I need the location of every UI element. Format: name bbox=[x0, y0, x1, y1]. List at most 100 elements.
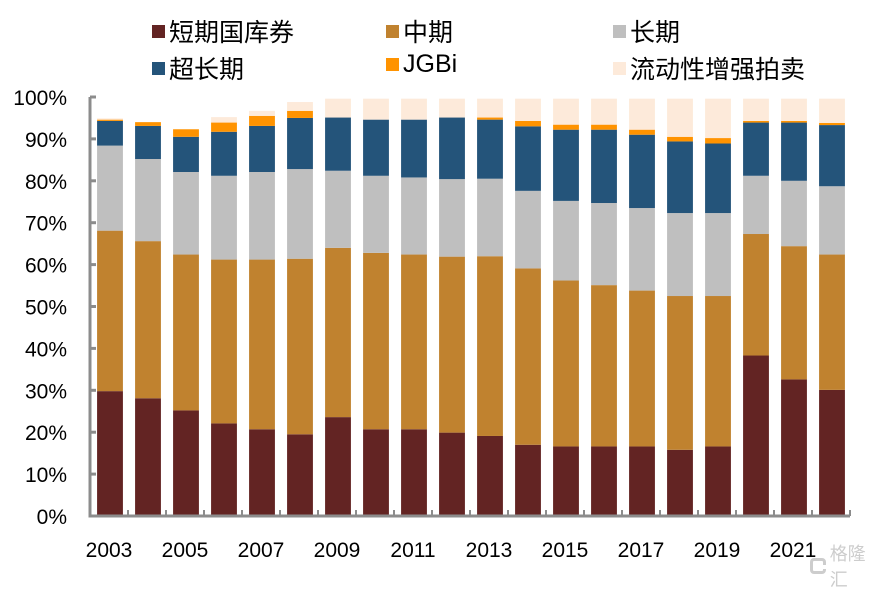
bar-segment-2005-3 bbox=[173, 136, 199, 172]
bar-segment-2012-0 bbox=[439, 432, 465, 516]
legend-item-medium-term: 中期 bbox=[386, 13, 453, 49]
bar-segment-2020-5 bbox=[743, 98, 769, 121]
bar-segment-2005-2 bbox=[173, 172, 199, 255]
bar-segment-2003-2 bbox=[97, 145, 123, 231]
bar-segment-2006-5 bbox=[211, 117, 237, 123]
bar-segment-2005-4 bbox=[173, 129, 199, 137]
bar-segment-2007-2 bbox=[249, 172, 275, 260]
bar-segment-2017-5 bbox=[629, 98, 655, 130]
bar-segment-2004-2 bbox=[135, 159, 161, 242]
bar-segment-2009-2 bbox=[325, 170, 351, 248]
bar-segment-2013-5 bbox=[477, 98, 503, 118]
bar-segment-2015-3 bbox=[553, 129, 579, 201]
bar-segment-2014-3 bbox=[515, 126, 541, 191]
bar-segment-2006-2 bbox=[211, 175, 237, 260]
x-tick-label: 2013 bbox=[466, 539, 513, 562]
bar-segment-2020-3 bbox=[743, 122, 769, 176]
watermark: 格隆汇 bbox=[810, 540, 882, 592]
bar-segment-2009-0 bbox=[325, 417, 351, 516]
bar-segment-2008-4 bbox=[287, 110, 313, 118]
bar-segment-2016-4 bbox=[591, 124, 617, 130]
bar-segment-2003-3 bbox=[97, 120, 123, 146]
legend-swatch-short-term bbox=[152, 24, 165, 38]
bar-segment-2006-0 bbox=[211, 423, 237, 516]
bar-segment-2021-4 bbox=[781, 120, 807, 123]
bar-segment-2003-4 bbox=[97, 119, 123, 121]
y-tick-label: 10% bbox=[25, 464, 67, 487]
bar-segment-2003-0 bbox=[97, 391, 123, 516]
bar-segment-2021-3 bbox=[781, 122, 807, 181]
bar-segment-2016-0 bbox=[591, 446, 617, 516]
bar-segment-2016-5 bbox=[591, 98, 617, 125]
bar-segment-2021-5 bbox=[781, 98, 807, 121]
bar-segment-2004-3 bbox=[135, 125, 161, 160]
bar-segment-2019-0 bbox=[705, 446, 731, 516]
legend-label-jgbi: JGBi bbox=[403, 50, 458, 78]
bar-segment-2006-4 bbox=[211, 122, 237, 132]
bar-segment-2022-5 bbox=[819, 98, 845, 123]
x-tick-label: 2019 bbox=[694, 539, 741, 562]
bar-segment-2016-3 bbox=[591, 129, 617, 204]
x-tick-label: 2021 bbox=[770, 539, 817, 562]
bar-segment-2010-2 bbox=[363, 175, 389, 253]
legend-swatch-liquidity-enhancement bbox=[613, 61, 626, 75]
bar-segment-2013-1 bbox=[477, 256, 503, 436]
bars-layer bbox=[97, 98, 845, 516]
bar-segment-2021-2 bbox=[781, 180, 807, 247]
bar-segment-2005-0 bbox=[173, 410, 199, 516]
bar-segment-2019-3 bbox=[705, 143, 731, 214]
bar-segment-2019-5 bbox=[705, 98, 731, 139]
bar-segment-2006-1 bbox=[211, 259, 237, 424]
x-tick-label: 2015 bbox=[542, 539, 589, 562]
y-tick-label: 90% bbox=[25, 129, 67, 152]
bar-segment-2011-2 bbox=[401, 177, 427, 255]
bar-segment-2008-3 bbox=[287, 117, 313, 170]
bar-segment-2007-5 bbox=[249, 110, 275, 116]
x-tick-label: 2007 bbox=[238, 539, 285, 562]
legend-item-super-long-term: 超长期 bbox=[152, 50, 244, 86]
bar-segment-2020-2 bbox=[743, 175, 769, 235]
bar-segment-2017-4 bbox=[629, 129, 655, 135]
legend-swatch-medium-term bbox=[386, 24, 399, 38]
bar-segment-2013-4 bbox=[477, 117, 503, 120]
bar-segment-2018-4 bbox=[667, 136, 693, 142]
bar-segment-2019-2 bbox=[705, 213, 731, 297]
legend-label-short-term: 短期国库券 bbox=[169, 19, 295, 47]
legend-label-super-long-term: 超长期 bbox=[169, 56, 245, 84]
bar-segment-2008-1 bbox=[287, 258, 313, 435]
y-tick-label: 100% bbox=[13, 87, 67, 110]
bar-segment-2018-0 bbox=[667, 449, 693, 516]
y-tick-label: 50% bbox=[25, 297, 67, 320]
legend-label-liquidity-enhancement: 流动性增强拍卖 bbox=[630, 56, 806, 84]
legend-item-short-term: 短期国库券 bbox=[152, 13, 294, 49]
bar-segment-2022-3 bbox=[819, 125, 845, 187]
bar-segment-2017-3 bbox=[629, 134, 655, 209]
bar-segment-2014-0 bbox=[515, 444, 541, 516]
legend: 短期国库券 中期 长期 超长期 JGBi 流动性增强拍卖 bbox=[0, 0, 882, 90]
legend-swatch-long-term bbox=[613, 24, 626, 38]
watermark-logo-icon bbox=[810, 558, 826, 574]
bar-segment-2015-0 bbox=[553, 446, 579, 516]
bar-segment-2016-2 bbox=[591, 203, 617, 286]
bar-segment-2015-2 bbox=[553, 200, 579, 281]
bar-segment-2013-3 bbox=[477, 119, 503, 179]
watermark-text: 格隆汇 bbox=[829, 544, 866, 590]
bar-segment-2015-1 bbox=[553, 280, 579, 447]
x-tick-label: 2017 bbox=[618, 539, 665, 562]
bar-segment-2017-0 bbox=[629, 446, 655, 516]
x-tick-label: 2003 bbox=[86, 539, 133, 562]
y-tick-label: 60% bbox=[25, 255, 67, 278]
bar-segment-2010-0 bbox=[363, 429, 389, 516]
bar-segment-2004-1 bbox=[135, 241, 161, 399]
x-tick-labels: 2003 2005 2007 2009 2011 2013 2015 2017 2019 2021 bbox=[86, 539, 817, 562]
x-tick-label: 2009 bbox=[314, 539, 361, 562]
bar-segment-2022-4 bbox=[819, 122, 845, 126]
bar-segment-2017-1 bbox=[629, 290, 655, 447]
bar-segment-2008-0 bbox=[287, 434, 313, 516]
bar-segment-2010-3 bbox=[363, 119, 389, 176]
bar-segment-2011-3 bbox=[401, 119, 427, 178]
y-tick-label: 70% bbox=[25, 213, 67, 236]
bar-segment-2015-4 bbox=[553, 124, 579, 130]
y-tick-label: 80% bbox=[25, 171, 67, 194]
bar-segment-2019-4 bbox=[705, 138, 731, 144]
